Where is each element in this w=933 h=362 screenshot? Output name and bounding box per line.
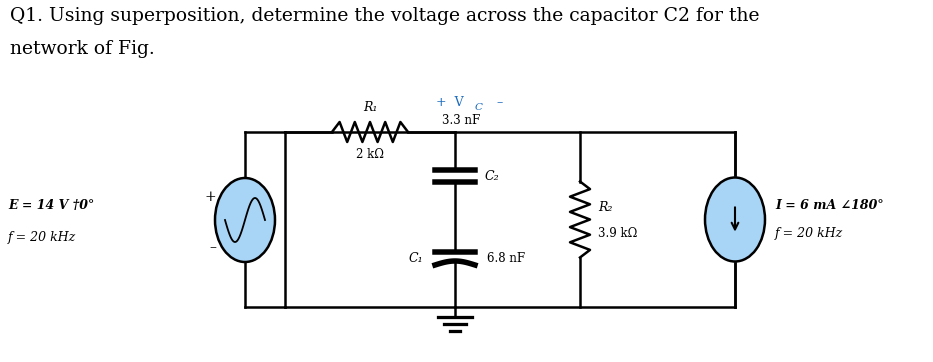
- Text: –: –: [489, 96, 503, 109]
- Ellipse shape: [215, 178, 275, 262]
- Text: R₂: R₂: [598, 201, 612, 214]
- Ellipse shape: [705, 177, 765, 261]
- Text: E = 14 V †0°: E = 14 V †0°: [8, 198, 94, 211]
- Text: f = 20 kHz: f = 20 kHz: [775, 227, 843, 240]
- Text: network of Fig.: network of Fig.: [10, 40, 155, 58]
- Text: 3.9 kΩ: 3.9 kΩ: [598, 227, 637, 240]
- Text: C₁: C₁: [409, 252, 423, 265]
- Text: f = 20 kHz: f = 20 kHz: [8, 232, 77, 244]
- Text: 3.3 nF: 3.3 nF: [442, 114, 480, 127]
- Text: Q1. Using superposition, determine the voltage across the capacitor C2 for the: Q1. Using superposition, determine the v…: [10, 7, 759, 25]
- Text: C₂: C₂: [485, 169, 500, 182]
- Text: –: –: [210, 240, 216, 254]
- Text: +: +: [204, 190, 216, 204]
- Text: +  V: + V: [437, 96, 464, 109]
- Text: 2 kΩ: 2 kΩ: [356, 148, 384, 161]
- Text: C: C: [475, 103, 483, 112]
- Text: 6.8 nF: 6.8 nF: [487, 252, 525, 265]
- Text: R₁: R₁: [363, 101, 377, 114]
- Text: I = 6 mA ∠180°: I = 6 mA ∠180°: [775, 199, 884, 212]
